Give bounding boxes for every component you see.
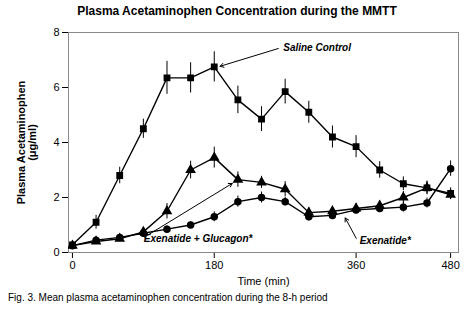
svg-text:Time (min): Time (min) (237, 275, 289, 287)
svg-text:Exenatide*: Exenatide* (360, 235, 412, 246)
svg-text:0: 0 (69, 259, 75, 271)
svg-text:Exenatide + Glucagon*: Exenatide + Glucagon* (144, 233, 254, 244)
svg-text:360: 360 (347, 259, 365, 271)
svg-text:180: 180 (205, 259, 223, 271)
svg-text:480: 480 (441, 259, 459, 271)
svg-text:2: 2 (53, 191, 59, 203)
svg-text:Saline Control: Saline Control (283, 42, 351, 53)
svg-text:Plasma Acetaminophen(μg/ml): Plasma Acetaminophen(μg/ml) (15, 80, 38, 204)
svg-text:0: 0 (53, 246, 59, 258)
svg-text:8: 8 (53, 26, 59, 38)
svg-text:4: 4 (53, 136, 59, 148)
svg-text:6: 6 (53, 81, 59, 93)
html-text:Fig. 3. Mean plasma acetaminop: Fig. 3. Mean plasma acetaminophen concen… (8, 292, 328, 303)
html-text:Plasma Acetaminophen Concentra: Plasma Acetaminophen Concentration durin… (77, 4, 397, 18)
